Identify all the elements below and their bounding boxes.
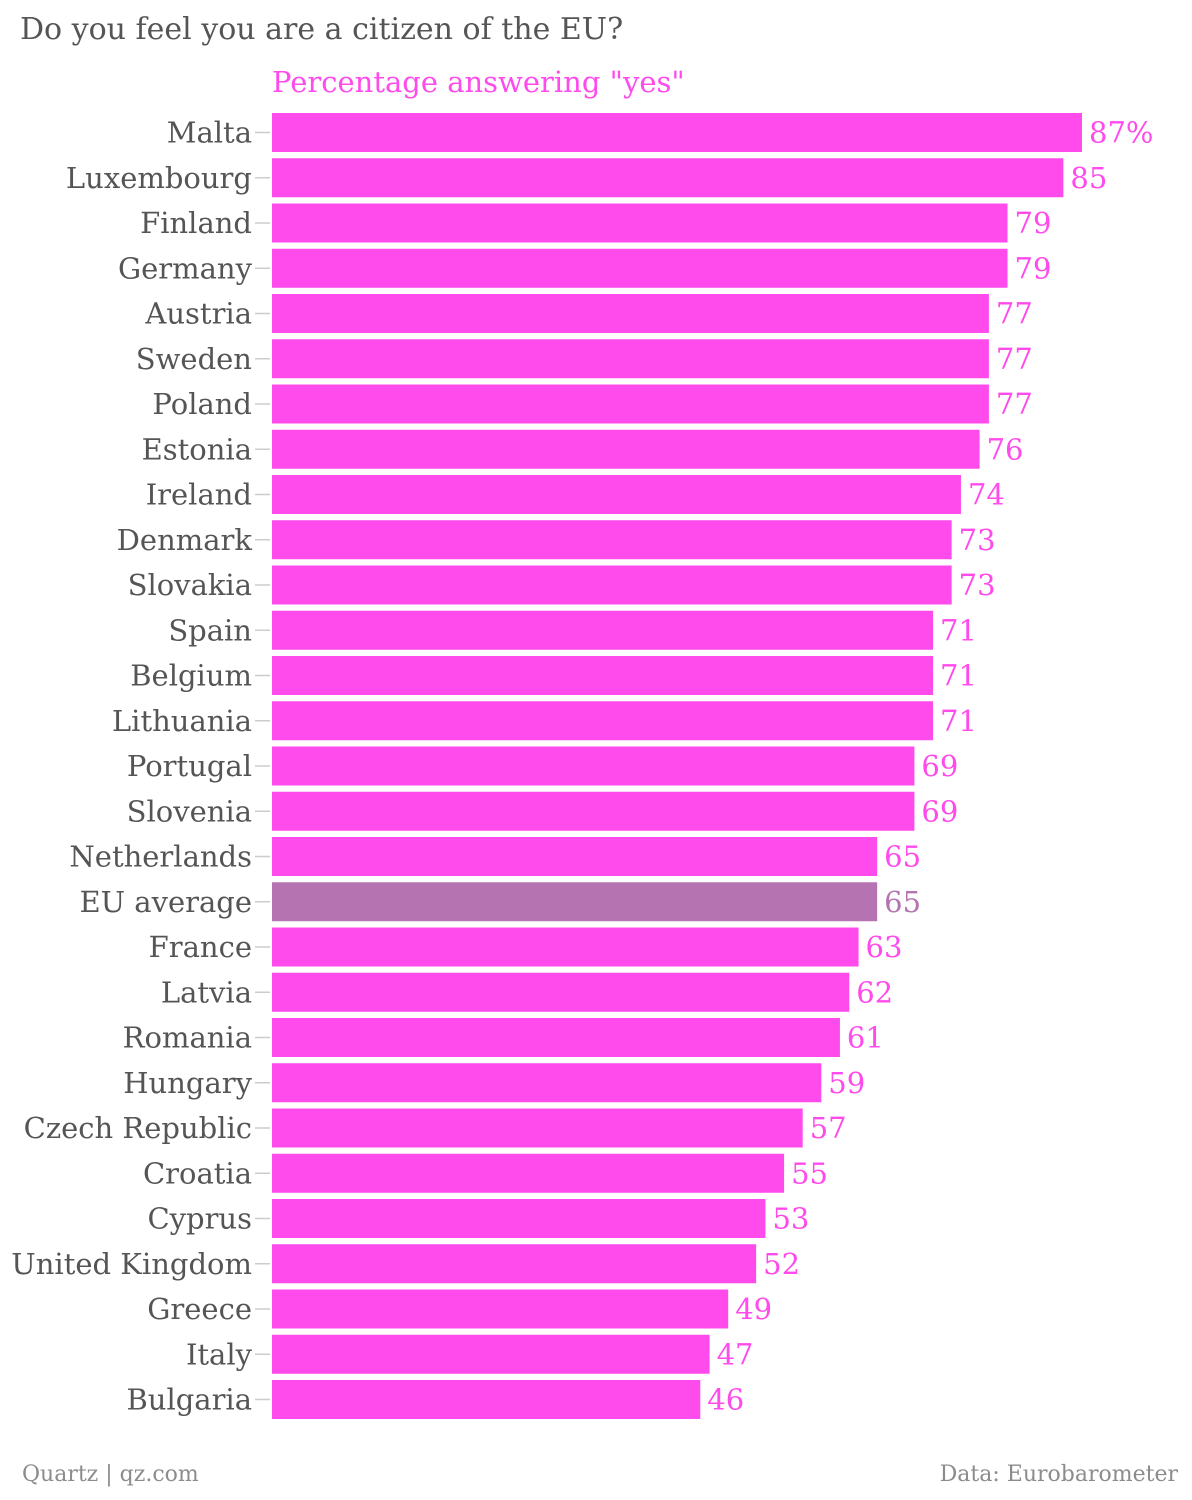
bar-eu-average xyxy=(272,882,878,922)
bar-latvia xyxy=(272,972,850,1012)
value-label-portugal: 69 xyxy=(921,749,958,783)
bar-ireland xyxy=(272,475,961,514)
value-label-sweden: 77 xyxy=(996,342,1033,376)
value-label-czech-republic: 57 xyxy=(810,1111,847,1145)
category-label-united-kingdom: United Kingdom xyxy=(11,1247,252,1281)
bar-germany xyxy=(272,248,1008,288)
category-label-eu-average: EU average xyxy=(79,885,252,919)
value-label-bulgaria: 46 xyxy=(707,1383,744,1417)
bar-estonia xyxy=(272,429,980,469)
category-label-luxembourg: Luxembourg xyxy=(66,161,252,195)
bar-united-kingdom xyxy=(272,1244,757,1284)
value-label-netherlands: 65 xyxy=(884,840,921,874)
value-label-germany: 79 xyxy=(1015,251,1052,285)
bar-spain xyxy=(272,610,934,650)
category-label-slovakia: Slovakia xyxy=(128,568,252,602)
category-label-denmark: Denmark xyxy=(117,523,253,557)
value-label-denmark: 73 xyxy=(959,523,996,557)
category-label-estonia: Estonia xyxy=(142,432,252,466)
value-label-eu-average: 65 xyxy=(884,885,921,919)
category-label-lithuania: Lithuania xyxy=(112,704,252,738)
category-label-italy: Italy xyxy=(186,1337,253,1371)
value-label-croatia: 55 xyxy=(791,1156,828,1190)
value-label-latvia: 62 xyxy=(856,975,893,1009)
category-label-sweden: Sweden xyxy=(136,342,252,376)
category-label-latvia: Latvia xyxy=(161,975,252,1009)
value-label-romania: 61 xyxy=(847,1021,884,1055)
value-label-estonia: 76 xyxy=(987,432,1024,466)
value-label-slovakia: 73 xyxy=(959,568,996,602)
category-label-romania: Romania xyxy=(123,1021,252,1055)
bar-slovenia xyxy=(272,791,915,831)
value-label-poland: 77 xyxy=(996,387,1033,421)
category-label-poland: Poland xyxy=(152,387,252,421)
category-label-slovenia: Slovenia xyxy=(127,794,252,828)
value-label-united-kingdom: 52 xyxy=(763,1247,800,1281)
category-label-germany: Germany xyxy=(118,251,253,285)
value-label-italy: 47 xyxy=(717,1337,754,1371)
footer-source: Data: Eurobarometer xyxy=(939,1462,1178,1487)
value-label-spain: 71 xyxy=(940,613,977,647)
category-label-malta: Malta xyxy=(167,116,252,150)
category-label-portugal: Portugal xyxy=(127,749,252,783)
value-label-france: 63 xyxy=(866,930,903,964)
value-label-austria: 77 xyxy=(996,297,1033,331)
value-label-hungary: 59 xyxy=(828,1066,865,1100)
category-label-hungary: Hungary xyxy=(123,1066,252,1100)
value-label-greece: 49 xyxy=(735,1292,772,1326)
bar-sweden xyxy=(272,339,989,379)
category-label-spain: Spain xyxy=(168,613,252,647)
bar-cyprus xyxy=(272,1199,766,1238)
category-label-netherlands: Netherlands xyxy=(69,840,252,874)
bar-greece xyxy=(272,1289,729,1329)
bar-lithuania xyxy=(272,701,934,741)
category-label-croatia: Croatia xyxy=(143,1156,252,1190)
category-label-finland: Finland xyxy=(140,206,252,240)
value-label-lithuania: 71 xyxy=(940,704,977,738)
bar-slovakia xyxy=(272,565,952,605)
bar-austria xyxy=(272,294,989,333)
value-label-slovenia: 69 xyxy=(921,794,958,828)
bar-luxembourg xyxy=(272,158,1064,198)
category-label-bulgaria: Bulgaria xyxy=(126,1383,252,1417)
bar-denmark xyxy=(272,520,952,560)
value-label-cyprus: 53 xyxy=(772,1202,809,1236)
bar-malta xyxy=(272,113,1082,152)
category-label-ireland: Ireland xyxy=(146,478,252,512)
value-label-belgium: 71 xyxy=(940,659,977,693)
chart-title: Do you feel you are a citizen of the EU? xyxy=(20,12,624,47)
bar-belgium xyxy=(272,656,934,695)
bar-croatia xyxy=(272,1153,785,1193)
value-label-malta: 87% xyxy=(1089,116,1153,150)
bar-france xyxy=(272,927,859,967)
bar-netherlands xyxy=(272,837,878,876)
bar-poland xyxy=(272,384,989,424)
category-label-cyprus: Cyprus xyxy=(147,1202,252,1236)
bar-romania xyxy=(272,1018,840,1057)
value-label-luxembourg: 85 xyxy=(1070,161,1107,195)
footer-credit: Quartz | qz.com xyxy=(22,1462,199,1487)
value-label-ireland: 74 xyxy=(968,478,1005,512)
bar-italy xyxy=(272,1334,710,1374)
category-label-france: France xyxy=(149,930,252,964)
value-label-finland: 79 xyxy=(1015,206,1052,240)
bar-czech-republic xyxy=(272,1108,803,1148)
category-label-greece: Greece xyxy=(147,1292,252,1326)
chart-subtitle: Percentage answering "yes" xyxy=(272,65,685,99)
bar-finland xyxy=(272,203,1008,243)
category-label-belgium: Belgium xyxy=(130,659,252,693)
category-label-czech-republic: Czech Republic xyxy=(24,1111,252,1145)
bar-bulgaria xyxy=(272,1380,701,1419)
bar-hungary xyxy=(272,1063,822,1103)
category-label-austria: Austria xyxy=(144,297,252,331)
bar-portugal xyxy=(272,746,915,786)
